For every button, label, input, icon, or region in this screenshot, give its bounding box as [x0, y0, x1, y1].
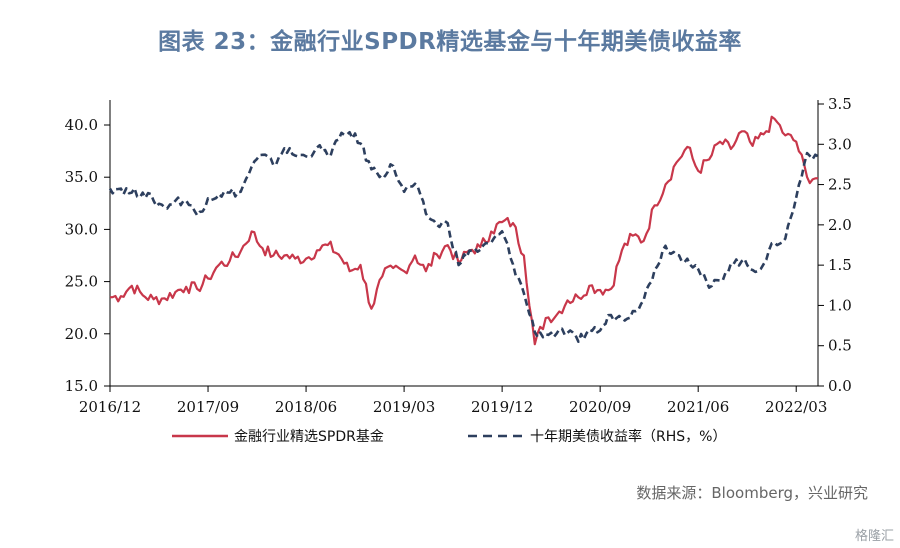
y-right-tick-label: 3.0 [828, 135, 852, 153]
x-tick-label: 2018/06 [275, 398, 337, 416]
y-right-tick-label: 2.5 [828, 176, 852, 194]
series-line-10y-treasury [108, 130, 819, 343]
y-right-tick-label: 0.5 [828, 337, 852, 355]
axes: 15.0 20.0 25.0 30.0 35.0 40.0 0.0 0.5 1.0 1.5 2.0 2… [65, 95, 852, 416]
legend-label: 十年期美债收益率（RHS，%） [530, 428, 726, 445]
legend: 金融行业精选SPDR基金 十年期美债收益率（RHS，%） [172, 428, 726, 445]
y-right-tick-label: 2.0 [828, 216, 852, 234]
series-line-financial-spdr [109, 115, 819, 346]
legend-label: 金融行业精选SPDR基金 [234, 428, 384, 445]
y-left-tick-label: 20.0 [65, 325, 98, 343]
y-right-tick-label: 0.0 [828, 377, 852, 395]
y-left-tick-label: 35.0 [65, 168, 98, 186]
x-tick-label: 2022/03 [765, 398, 827, 416]
x-tick-label: 2019/03 [373, 398, 435, 416]
source-note: 数据来源：Bloomberg，兴业研究 [636, 484, 868, 502]
x-tick-label: 2019/12 [471, 398, 533, 416]
y-right-tick-label: 1.0 [828, 296, 852, 314]
y-left-tick-label: 40.0 [65, 116, 98, 134]
chart-title: 图表 23：金融行业SPDR精选基金与十年期美债收益率 [158, 29, 742, 55]
x-tick-label: 2021/06 [667, 398, 729, 416]
y-right-tick-label: 3.5 [828, 95, 852, 113]
y-left-tick-label: 30.0 [65, 220, 98, 238]
watermark-logo: 格隆汇 [854, 529, 894, 544]
y-left-tick-label: 15.0 [65, 377, 98, 395]
x-tick-label: 2016/12 [79, 398, 141, 416]
series-lines [108, 115, 819, 346]
y-right-tick-label: 1.5 [828, 256, 852, 274]
x-tick-label: 2020/09 [569, 398, 631, 416]
y-left-tick-label: 25.0 [65, 273, 98, 291]
x-tick-label: 2017/09 [177, 398, 239, 416]
